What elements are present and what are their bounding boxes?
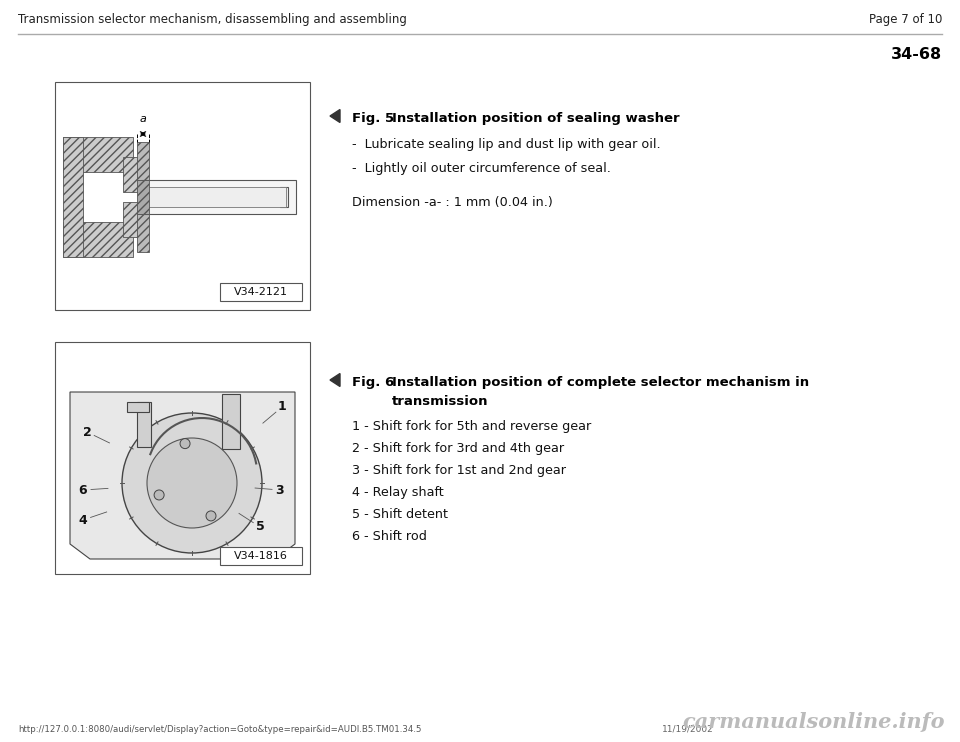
Text: Fig. 5: Fig. 5 <box>352 112 395 125</box>
Text: 3: 3 <box>276 484 284 496</box>
Text: http://127.0.0.1:8080/audi/servlet/Display?action=Goto&type=repair&id=AUDI.B5.TM: http://127.0.0.1:8080/audi/servlet/Displ… <box>18 725 421 734</box>
Text: 5: 5 <box>255 520 264 533</box>
Text: transmission: transmission <box>392 395 489 408</box>
Text: V34-2121: V34-2121 <box>234 287 288 297</box>
Bar <box>55 342 310 574</box>
Text: -  Lubricate sealing lip and dust lip with gear oil.: - Lubricate sealing lip and dust lip wit… <box>352 138 660 151</box>
Bar <box>137 402 151 447</box>
Circle shape <box>147 438 237 528</box>
Text: Transmission selector mechanism, disassembling and assembling: Transmission selector mechanism, disasse… <box>18 13 407 26</box>
Text: Installation position of sealing washer: Installation position of sealing washer <box>392 112 680 125</box>
Text: Page 7 of 10: Page 7 of 10 <box>869 13 942 26</box>
Circle shape <box>206 511 216 521</box>
Text: 34-68: 34-68 <box>891 47 942 62</box>
Bar <box>137 142 149 180</box>
Text: 6: 6 <box>79 484 87 496</box>
Text: 6 - Shift rod: 6 - Shift rod <box>352 530 427 543</box>
Bar <box>222 394 240 449</box>
Text: Dimension -a- : 1 mm (0.04 in.): Dimension -a- : 1 mm (0.04 in.) <box>352 196 553 209</box>
Text: 5 - Shift detent: 5 - Shift detent <box>352 508 448 521</box>
Text: carmanualsonline.info: carmanualsonline.info <box>683 712 945 732</box>
Text: 11/19/2002: 11/19/2002 <box>662 725 713 734</box>
Text: 2: 2 <box>83 425 91 439</box>
Text: 1: 1 <box>277 401 286 413</box>
Bar <box>123 202 141 237</box>
Bar <box>123 157 141 192</box>
Text: 1 - Shift fork for 5th and reverse gear: 1 - Shift fork for 5th and reverse gear <box>352 420 591 433</box>
Bar <box>55 82 310 310</box>
Text: Installation position of complete selector mechanism in: Installation position of complete select… <box>392 376 809 389</box>
Bar <box>63 137 133 172</box>
Polygon shape <box>330 373 340 387</box>
Text: 2 - Shift fork for 3rd and 4th gear: 2 - Shift fork for 3rd and 4th gear <box>352 442 564 455</box>
Text: a: a <box>139 114 147 124</box>
Bar <box>137 214 149 252</box>
Text: Fig. 6: Fig. 6 <box>352 376 395 389</box>
Bar <box>220 547 302 565</box>
Text: 3 - Shift fork for 1st and 2nd gear: 3 - Shift fork for 1st and 2nd gear <box>352 464 566 477</box>
Text: -  Lightly oil outer circumference of seal.: - Lightly oil outer circumference of sea… <box>352 162 611 175</box>
Circle shape <box>180 439 190 449</box>
Bar <box>63 137 83 257</box>
Text: V34-1816: V34-1816 <box>234 551 288 561</box>
Bar <box>127 402 149 412</box>
Polygon shape <box>330 110 340 122</box>
Bar <box>280 187 288 207</box>
Text: 4: 4 <box>79 513 87 527</box>
Bar <box>141 180 296 214</box>
Bar <box>63 222 133 257</box>
Bar <box>220 283 302 301</box>
Circle shape <box>122 413 262 553</box>
Polygon shape <box>70 392 295 559</box>
Bar <box>137 180 149 214</box>
Bar <box>141 187 286 207</box>
Circle shape <box>155 490 164 500</box>
Text: 4 - Relay shaft: 4 - Relay shaft <box>352 486 444 499</box>
